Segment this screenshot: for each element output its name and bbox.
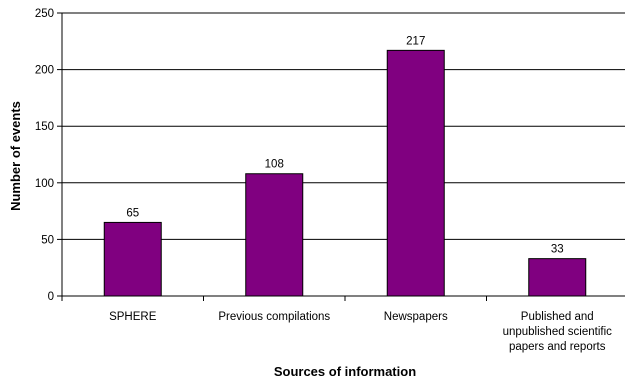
data-labels: 65 108 217 33 [126,35,563,255]
data-label: 217 [406,35,425,47]
data-label: 33 [551,244,564,256]
data-label: 108 [265,159,284,171]
y-tick-label: 250 [35,8,54,20]
bar [528,258,587,297]
x-category-label: Published and unpublished scientific paper… [503,311,613,353]
x-category-label: SPHERE [109,311,157,323]
category-labels: SPHERE Previous compilations Newspapers Pub… [109,311,612,353]
y-tick-label: 200 [35,65,54,77]
y-tick-label: 150 [35,121,54,133]
x-category-label: Newspapers [384,311,448,323]
gridlines [62,12,625,240]
bars [103,49,587,297]
x-axis-title: Sources of information [274,364,416,379]
y-axis-title: Number of events [8,101,23,211]
y-tick-label: 50 [41,234,54,246]
bar [245,173,304,297]
axes [57,12,625,301]
bar [103,221,162,297]
y-tick-label: 100 [35,178,54,190]
data-label: 65 [126,207,139,219]
y-tick-labels: 0 50 100 150 200 250 [35,8,54,303]
y-tick-label: 0 [48,291,54,303]
bar [386,49,445,297]
x-category-label: Previous compilations [218,311,330,323]
